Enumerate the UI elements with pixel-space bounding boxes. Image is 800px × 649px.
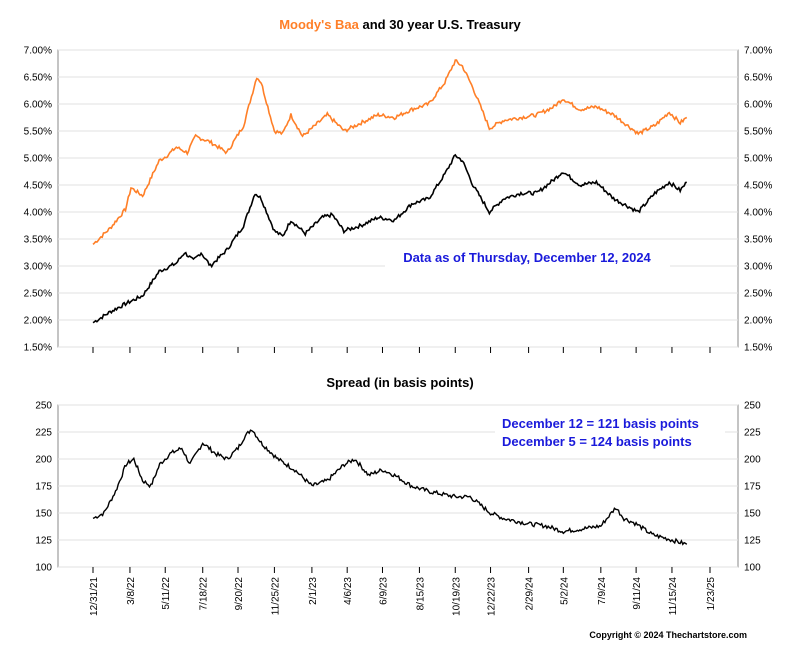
top-y-tick-label-right: 5.00% (744, 154, 772, 165)
top-y-tick-label-left: 3.50% (24, 235, 52, 246)
top-y-tick-label-left: 1.50% (24, 343, 52, 354)
copyright-text: Copyright © 2024 Thechartstore.com (589, 630, 747, 640)
spread-x-tick-label: 12/22/23 (487, 577, 498, 616)
top-y-tick-label-left: 5.00% (24, 154, 52, 165)
spread-x-tick-label: 11/15/24 (668, 577, 679, 616)
spread-right-axis-labels: 250 225 200 175 150 125 100 (744, 401, 761, 574)
top-y-tick-label-left: 5.50% (24, 127, 52, 138)
treasury-series-line (92, 153, 687, 324)
spread-y-tick-label-right: 175 (744, 482, 761, 493)
data-as-of-annotation: Data as of Thursday, December 12, 2024 (403, 250, 651, 265)
spread-gridlines (58, 404, 738, 568)
top-y-tick-label-left: 3.00% (24, 262, 52, 273)
spread-y-tick-label-left: 100 (35, 563, 52, 574)
spread-plot-area: 250 225 200 175 150 125 100 250 225 200 175 150 125… (35, 401, 761, 616)
spread-y-tick-label-left: 150 (35, 509, 52, 520)
spread-x-tick-label: 12/31/21 (89, 577, 100, 616)
spread-y-tick-label-left: 175 (35, 482, 52, 493)
spread-y-tick-label-right: 100 (744, 563, 761, 574)
top-y-tick-label-right: 5.50% (744, 127, 772, 138)
spread-x-tick-label: 9/11/24 (632, 577, 643, 610)
baa-series-line (92, 59, 688, 245)
spread-y-tick-label-left: 225 (35, 428, 52, 439)
spread-x-tick-label: 8/15/23 (415, 577, 426, 611)
spread-y-tick-label-left: 200 (35, 455, 52, 466)
top-y-tick-label-left: 6.50% (24, 73, 52, 84)
spread-chart-title: Spread (in basis points) (326, 375, 473, 390)
spread-x-tick-label: 1/23/25 (706, 577, 717, 611)
spread-x-tick-label: 5/2/24 (559, 577, 570, 605)
top-title-rest: and 30 year U.S. Treasury (359, 17, 522, 32)
top-y-tick-label-left: 6.00% (24, 100, 52, 111)
top-y-tick-label-right: 6.00% (744, 100, 772, 111)
top-left-axis-labels: 7.00% 6.50% 6.00% 5.50% 5.00% 4.50% 4.00% 3.50%… (24, 46, 52, 354)
top-x-ticks (92, 347, 711, 353)
spread-annotation-dec12: December 12 = 121 basis points (502, 416, 699, 431)
spread-x-tick-label: 2/1/23 (308, 577, 319, 605)
top-y-tick-label-right: 2.00% (744, 316, 772, 327)
top-y-tick-label-left: 2.50% (24, 289, 52, 300)
spread-x-tick-label: 7/9/24 (597, 577, 608, 605)
top-plot-area: 7.00% 6.50% 6.00% 5.50% 5.00% 4.50% 4.00% 3.50%… (24, 46, 773, 354)
spread-x-ticks (92, 567, 711, 573)
top-y-tick-label-right: 2.50% (744, 289, 772, 300)
spread-y-tick-label-right: 125 (744, 536, 761, 547)
spread-x-tick-label: 3/8/22 (126, 577, 137, 605)
spread-x-tick-label: 4/6/23 (343, 577, 354, 605)
top-chart-title: Moody's Baa and 30 year U.S. Treasury (279, 17, 521, 32)
top-right-axis-labels: 7.00% 6.50% 6.00% 5.50% 5.00% 4.50% 4.00% 3.50%… (744, 46, 772, 354)
top-title-baa: Moody's Baa (279, 17, 359, 32)
spread-x-tick-label: 10/19/23 (451, 577, 462, 616)
spread-y-tick-label-right: 200 (744, 455, 761, 466)
spread-left-axis-labels: 250 225 200 175 150 125 100 (35, 401, 52, 574)
top-y-tick-label-left: 7.00% (24, 46, 52, 57)
top-y-tick-label-right: 3.50% (744, 235, 772, 246)
spread-y-tick-label-right: 150 (744, 509, 761, 520)
spread-x-tick-label: 9/20/22 (234, 577, 245, 611)
top-y-tick-label-left: 4.50% (24, 181, 52, 192)
top-y-tick-label-right: 4.50% (744, 181, 772, 192)
top-y-tick-label-right: 3.00% (744, 262, 772, 273)
top-y-tick-label-right: 7.00% (744, 46, 772, 57)
spread-x-tick-label: 7/18/22 (199, 577, 210, 611)
annotation-box (385, 246, 670, 268)
spread-y-tick-label-right: 250 (744, 401, 761, 412)
spread-x-tick-label: 5/11/22 (161, 577, 172, 610)
spread-x-tick-label: 11/25/22 (270, 577, 281, 616)
spread-series-line (92, 429, 688, 546)
spread-annotation-box (495, 413, 725, 453)
spread-y-tick-label-left: 250 (35, 401, 52, 412)
top-plot-frame (57, 49, 739, 348)
top-y-tick-label-left: 2.00% (24, 316, 52, 327)
top-y-tick-label-right: 1.50% (744, 343, 772, 354)
spread-x-tick-label: 6/9/23 (378, 577, 389, 605)
spread-y-tick-label-left: 125 (35, 536, 52, 547)
top-y-tick-label-right: 4.00% (744, 208, 772, 219)
spread-x-tick-label: 2/29/24 (525, 577, 536, 611)
spread-y-tick-label-right: 225 (744, 428, 761, 439)
spread-x-axis-labels: 12/31/21 3/8/22 5/11/22 7/18/22 9/20/22 11/25… (89, 577, 717, 616)
top-y-tick-label-right: 6.50% (744, 73, 772, 84)
spread-annotation-dec5: December 5 = 124 basis points (502, 434, 692, 449)
top-y-tick-label-left: 4.00% (24, 208, 52, 219)
